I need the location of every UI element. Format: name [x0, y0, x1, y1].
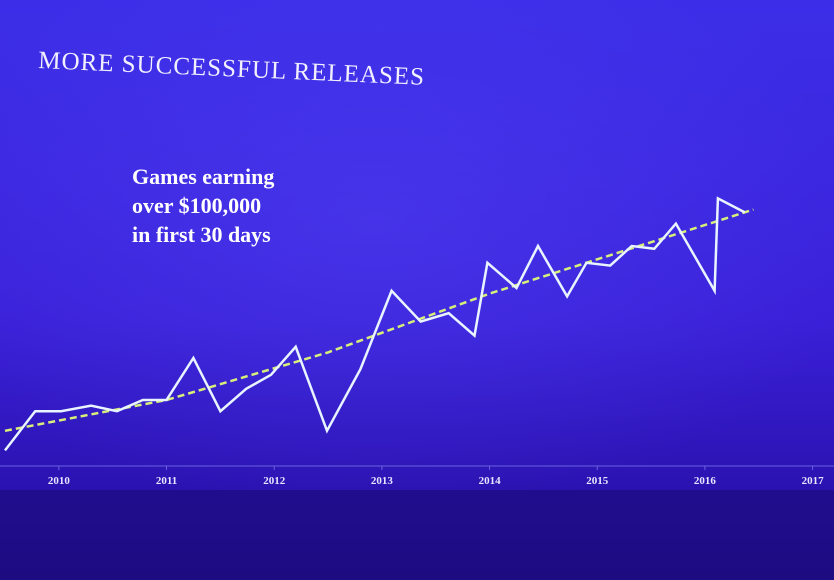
- data-line: [4, 196, 746, 452]
- x-tick-label: 2012: [263, 475, 286, 487]
- trend-line: [4, 208, 754, 433]
- glow: [0, 0, 834, 490]
- x-tick-label: 2011: [156, 475, 177, 487]
- x-tick-label: 2016: [694, 475, 717, 487]
- annotation-line: over $100,000: [132, 193, 261, 218]
- x-tick-label: 2014: [479, 475, 502, 487]
- x-tick-label: 2015: [586, 475, 609, 487]
- stage-floor: [0, 490, 834, 580]
- x-tick-label: 2013: [371, 475, 394, 487]
- x-tick-label: 2010: [48, 475, 71, 487]
- x-tick-label: 2017: [802, 475, 825, 487]
- annotation: Games earning over $100,000 in first 30 da…: [132, 164, 274, 247]
- annotation-line: Games earning: [132, 164, 274, 189]
- annotation-line: in first 30 days: [132, 222, 271, 247]
